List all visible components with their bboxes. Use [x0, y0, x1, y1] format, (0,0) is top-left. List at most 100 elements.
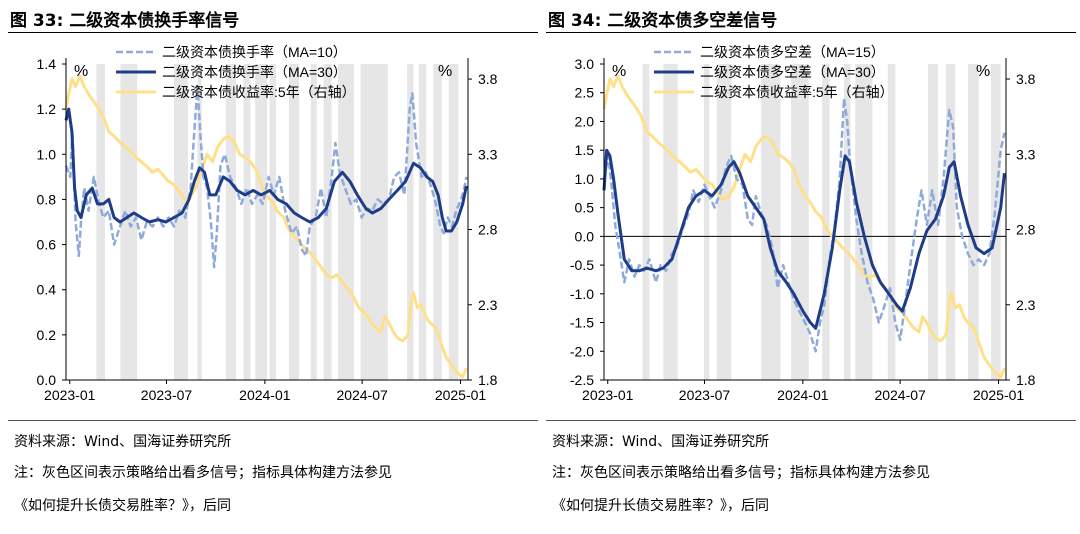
signal-shade — [407, 64, 414, 380]
signal-shade — [433, 64, 442, 380]
source-note: 资料来源：Wind、国海证券研究所 — [552, 434, 770, 450]
y-right-tick-label: 2.8 — [1016, 222, 1036, 238]
x-tick-label: 2024-07 — [336, 387, 388, 403]
title-divider — [546, 32, 1076, 33]
series-line-2 — [602, 74, 1006, 379]
y-left-tick-label: 2.5 — [575, 85, 595, 101]
chart-title: 图 33: 二级资本债换手率信号 — [10, 11, 240, 31]
signal-shade — [197, 64, 202, 380]
signal-shade — [243, 64, 251, 380]
series-line-0 — [64, 85, 468, 269]
x-tick-label: 2024-01 — [239, 387, 291, 403]
signal-shade — [991, 64, 1001, 380]
y-left-tick-label: 0.0 — [575, 228, 595, 244]
y-right-tick-label: 1.8 — [478, 372, 498, 388]
series-line-1 — [602, 148, 1006, 330]
signal-shade — [946, 64, 956, 380]
signal-shade — [96, 64, 106, 380]
legend-label: 二级资本债收益率:5年（右轴） — [162, 84, 356, 100]
signal-shade — [716, 64, 732, 380]
y-left-tick-label: -2.5 — [570, 372, 594, 388]
signal-shade — [663, 64, 678, 380]
signal-shade — [173, 64, 188, 380]
note-line-1: 注：灰色区间表示策略给出看多信号；指标具体构建方法参见 — [14, 465, 392, 481]
chart-plot: -2.5 -2.0 -1.5 -1.0 -0.5 0.0 0.5 1.0 1.5 2.0 2.5 3.… — [570, 44, 1036, 403]
y-left-tick-label: -2.0 — [570, 343, 594, 359]
y-left-tick-label: 3.0 — [575, 56, 595, 72]
signal-shade — [761, 64, 781, 380]
y-right-tick-label: 2.3 — [478, 297, 498, 313]
legend-label: 二级资本债收益率:5年（右轴） — [700, 84, 894, 100]
signal-shade — [323, 64, 332, 380]
left-unit-label: % — [612, 63, 626, 80]
y-left-tick-label: 1.0 — [37, 146, 57, 162]
y-left-tick-label: -0.5 — [570, 257, 594, 273]
right-unit-label: % — [438, 63, 452, 80]
note-line-2: 《如何提升长债交易胜率？》，后同 — [14, 498, 231, 514]
series-line-1 — [64, 107, 468, 233]
legend-label: 二级资本债换手率（MA=10） — [162, 44, 347, 60]
signal-shade — [338, 64, 355, 380]
y-left-tick-label: 1.2 — [37, 101, 57, 117]
y-right-tick-label: 2.3 — [1016, 297, 1036, 313]
legend-label: 二级资本债多空差（MA=30） — [700, 64, 885, 80]
chart-panel-longshort: 图 34: 二级资本债多空差信号 -2.5 -2.0 -1.5 -1.0 -0.5 0.0… — [546, 0, 1076, 534]
y-left-tick-label: 1.4 — [37, 56, 57, 72]
signal-shade — [703, 64, 710, 380]
source-divider — [8, 420, 538, 421]
signal-shade — [844, 64, 851, 380]
y-right-tick-label: 3.8 — [1016, 71, 1036, 87]
x-tick-label: 2024-07 — [874, 387, 926, 403]
y-right-tick-label: 2.8 — [478, 222, 498, 238]
y-left-tick-label: 0.2 — [37, 327, 57, 343]
x-tick-label: 2023-01 — [44, 387, 96, 403]
signal-shade — [360, 64, 388, 380]
signal-shade — [225, 64, 236, 380]
signal-shade — [288, 64, 300, 380]
chart-plot: 0.0 0.2 0.4 0.6 0.8 1.0 1.2 1.4 1.8 2.3 2.8 3.3 3.8 2… — [37, 44, 498, 403]
right-unit-label: % — [976, 63, 990, 80]
x-tick-label: 2023-07 — [141, 387, 193, 403]
chart-title: 图 34: 二级资本债多空差信号 — [548, 11, 778, 31]
signal-shade — [418, 64, 427, 380]
y-right-tick-label: 3.3 — [1016, 146, 1036, 162]
y-left-tick-label: -1.5 — [570, 315, 594, 331]
signal-shade — [822, 64, 830, 380]
series-line-2 — [64, 74, 468, 379]
y-left-tick-label: 0.8 — [37, 191, 57, 207]
note-line-2: 《如何提升长债交易胜率？》，后同 — [552, 498, 769, 514]
source-note: 资料来源：Wind、国海证券研究所 — [14, 434, 232, 450]
x-tick-label: 2023-01 — [582, 387, 634, 403]
y-left-tick-label: 2.0 — [575, 113, 595, 129]
y-left-tick-label: 0.6 — [37, 237, 57, 253]
y-right-tick-label: 1.8 — [1016, 372, 1036, 388]
note-line-1: 注：灰色区间表示策略给出看多信号；指标具体构建方法参见 — [552, 465, 930, 481]
source-divider — [546, 420, 1076, 421]
signal-shade — [855, 64, 873, 380]
y-left-tick-label: 1.0 — [575, 171, 595, 187]
signal-shade — [642, 64, 650, 380]
y-left-tick-label: 1.5 — [575, 142, 595, 158]
x-tick-label: 2025-01 — [973, 387, 1025, 403]
signal-shade — [791, 64, 809, 380]
y-left-tick-label: -1.0 — [570, 286, 594, 302]
y-right-tick-label: 3.3 — [478, 146, 498, 162]
signal-shade — [269, 64, 277, 380]
legend-label: 二级资本债换手率（MA=30） — [162, 64, 347, 80]
legend-label: 二级资本债多空差（MA=15） — [700, 44, 885, 60]
signal-shade — [255, 64, 267, 380]
x-tick-label: 2023-07 — [679, 387, 731, 403]
signal-shade — [120, 64, 138, 380]
x-tick-label: 2025-01 — [435, 387, 487, 403]
y-left-tick-label: 0.0 — [37, 372, 57, 388]
y-right-tick-label: 3.8 — [478, 71, 498, 87]
title-divider — [8, 32, 538, 33]
series-line-0 — [602, 97, 1006, 353]
y-left-tick-label: 0.4 — [37, 282, 57, 298]
left-unit-label: % — [74, 63, 88, 80]
signal-shade — [887, 64, 896, 380]
x-tick-label: 2024-01 — [777, 387, 829, 403]
y-left-tick-label: 0.5 — [575, 200, 595, 216]
chart-panel-turnover: 图 33: 二级资本债换手率信号 0.0 0.2 0.4 0.6 0.8 1.0 1.2 1.… — [8, 0, 538, 534]
signal-shade — [968, 64, 979, 380]
